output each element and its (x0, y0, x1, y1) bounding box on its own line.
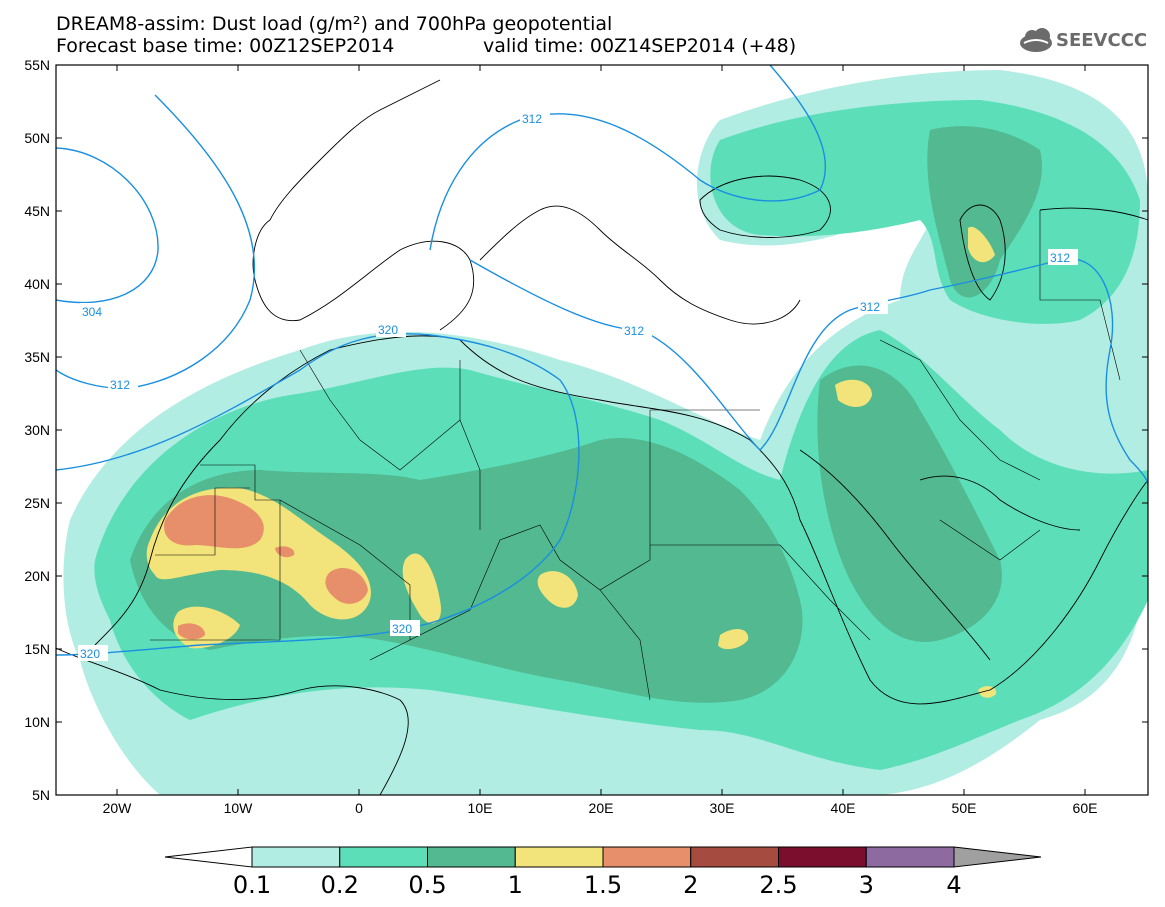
colorbar-label: 0.2 (320, 871, 359, 899)
lon-label: 60E (1073, 800, 1098, 816)
colorbar-label: 4 (946, 871, 962, 899)
lat-label: 55N (24, 57, 50, 73)
geopotential-contours (56, 65, 1148, 656)
lon-label: 50E (952, 800, 977, 816)
contour-label: 320 (378, 323, 398, 337)
dust-field (63, 70, 1148, 795)
lon-label: 30E (710, 800, 735, 816)
lon-label: 40E (831, 800, 856, 816)
contour-label: 312 (860, 300, 880, 314)
contour-label: 320 (80, 647, 100, 661)
dust-area-0-5-caspian (927, 126, 1042, 298)
map-title: DREAM8-assim: Dust load (g/m²) and 700hP… (56, 13, 613, 35)
lat-label: 50N (24, 130, 50, 146)
dust-area-1-5-c (178, 623, 205, 640)
colorbar-label: 3 (858, 871, 874, 899)
colorbar-label: 2.5 (759, 871, 798, 899)
dust-area-1-5 (164, 495, 264, 549)
dust-area-1-b (402, 553, 441, 624)
contour-label: 312 (110, 378, 130, 392)
lat-label: 35N (24, 349, 50, 365)
colorbar-label: 1.5 (583, 871, 623, 899)
contour-label: 312 (1050, 251, 1070, 265)
colorbar-label: 0.5 (408, 871, 447, 899)
colorbar-segment (514, 846, 604, 868)
longitude-labels: 20W 10W 0 10E 20E 30E 40E 50E 60E (103, 800, 1098, 816)
dust-area-1-5-b (325, 568, 368, 604)
latitude-labels: 55N 50N 45N 40N 35N 30N 25N 20N 15N 10N … (24, 57, 50, 803)
colorbar-label: 1 (507, 871, 523, 899)
lon-label: 0 (355, 800, 363, 816)
contour-label: 312 (624, 324, 644, 338)
colorbar-label: 2 (683, 871, 699, 899)
country-borders (150, 210, 1121, 701)
colorbar-segment (778, 846, 867, 868)
lon-label: 20W (103, 800, 133, 816)
lat-label: 45N (24, 203, 50, 219)
lat-label: 40N (24, 276, 50, 292)
dust-area-1-g (968, 226, 995, 263)
valid-time: valid time: 00Z14SEP2014 (+48) (483, 35, 797, 57)
dust-area-0-5-arabia (817, 365, 1002, 642)
colorbar-low-extend (164, 846, 253, 868)
colorbar-label: 0.1 (232, 871, 272, 899)
contour-label: 320 (392, 622, 412, 636)
logo (1020, 28, 1052, 52)
lat-label: 10N (24, 714, 50, 730)
logo-text: SEEVCCC (1056, 30, 1148, 51)
dust-area-1-f (835, 379, 872, 407)
colorbar-segment (251, 846, 341, 868)
lon-label: 20E (589, 800, 614, 816)
lat-label: 20N (24, 568, 50, 584)
colorbar-high-extend (953, 846, 1042, 868)
colorbar-segment (865, 846, 955, 868)
lat-label: 5N (32, 787, 50, 803)
tick-marks (56, 64, 1148, 795)
coastlines (56, 79, 1148, 795)
colorbar-segment (427, 846, 516, 868)
contour-label: 312 (522, 112, 542, 126)
forecast-base-time: Forecast base time: 00Z12SEP2014 (56, 35, 395, 57)
dust-area-0-5 (130, 438, 803, 703)
dust-area-1-d (537, 571, 578, 608)
colorbar (164, 846, 1042, 868)
cloud-icon (1020, 28, 1052, 52)
lon-label: 10W (224, 800, 254, 816)
colorbar-segment (690, 846, 779, 868)
colorbar-segment (339, 846, 428, 868)
contour-label: 304 (82, 305, 102, 319)
colorbar-segment (602, 846, 692, 868)
lat-label: 30N (24, 422, 50, 438)
lat-label: 25N (24, 495, 50, 511)
contour-labels: 312 304 312 320 312 312 312 320 320 (78, 110, 1078, 661)
lat-label: 15N (24, 641, 50, 657)
lon-label: 10E (468, 800, 493, 816)
dust-area-1-e (718, 628, 749, 650)
